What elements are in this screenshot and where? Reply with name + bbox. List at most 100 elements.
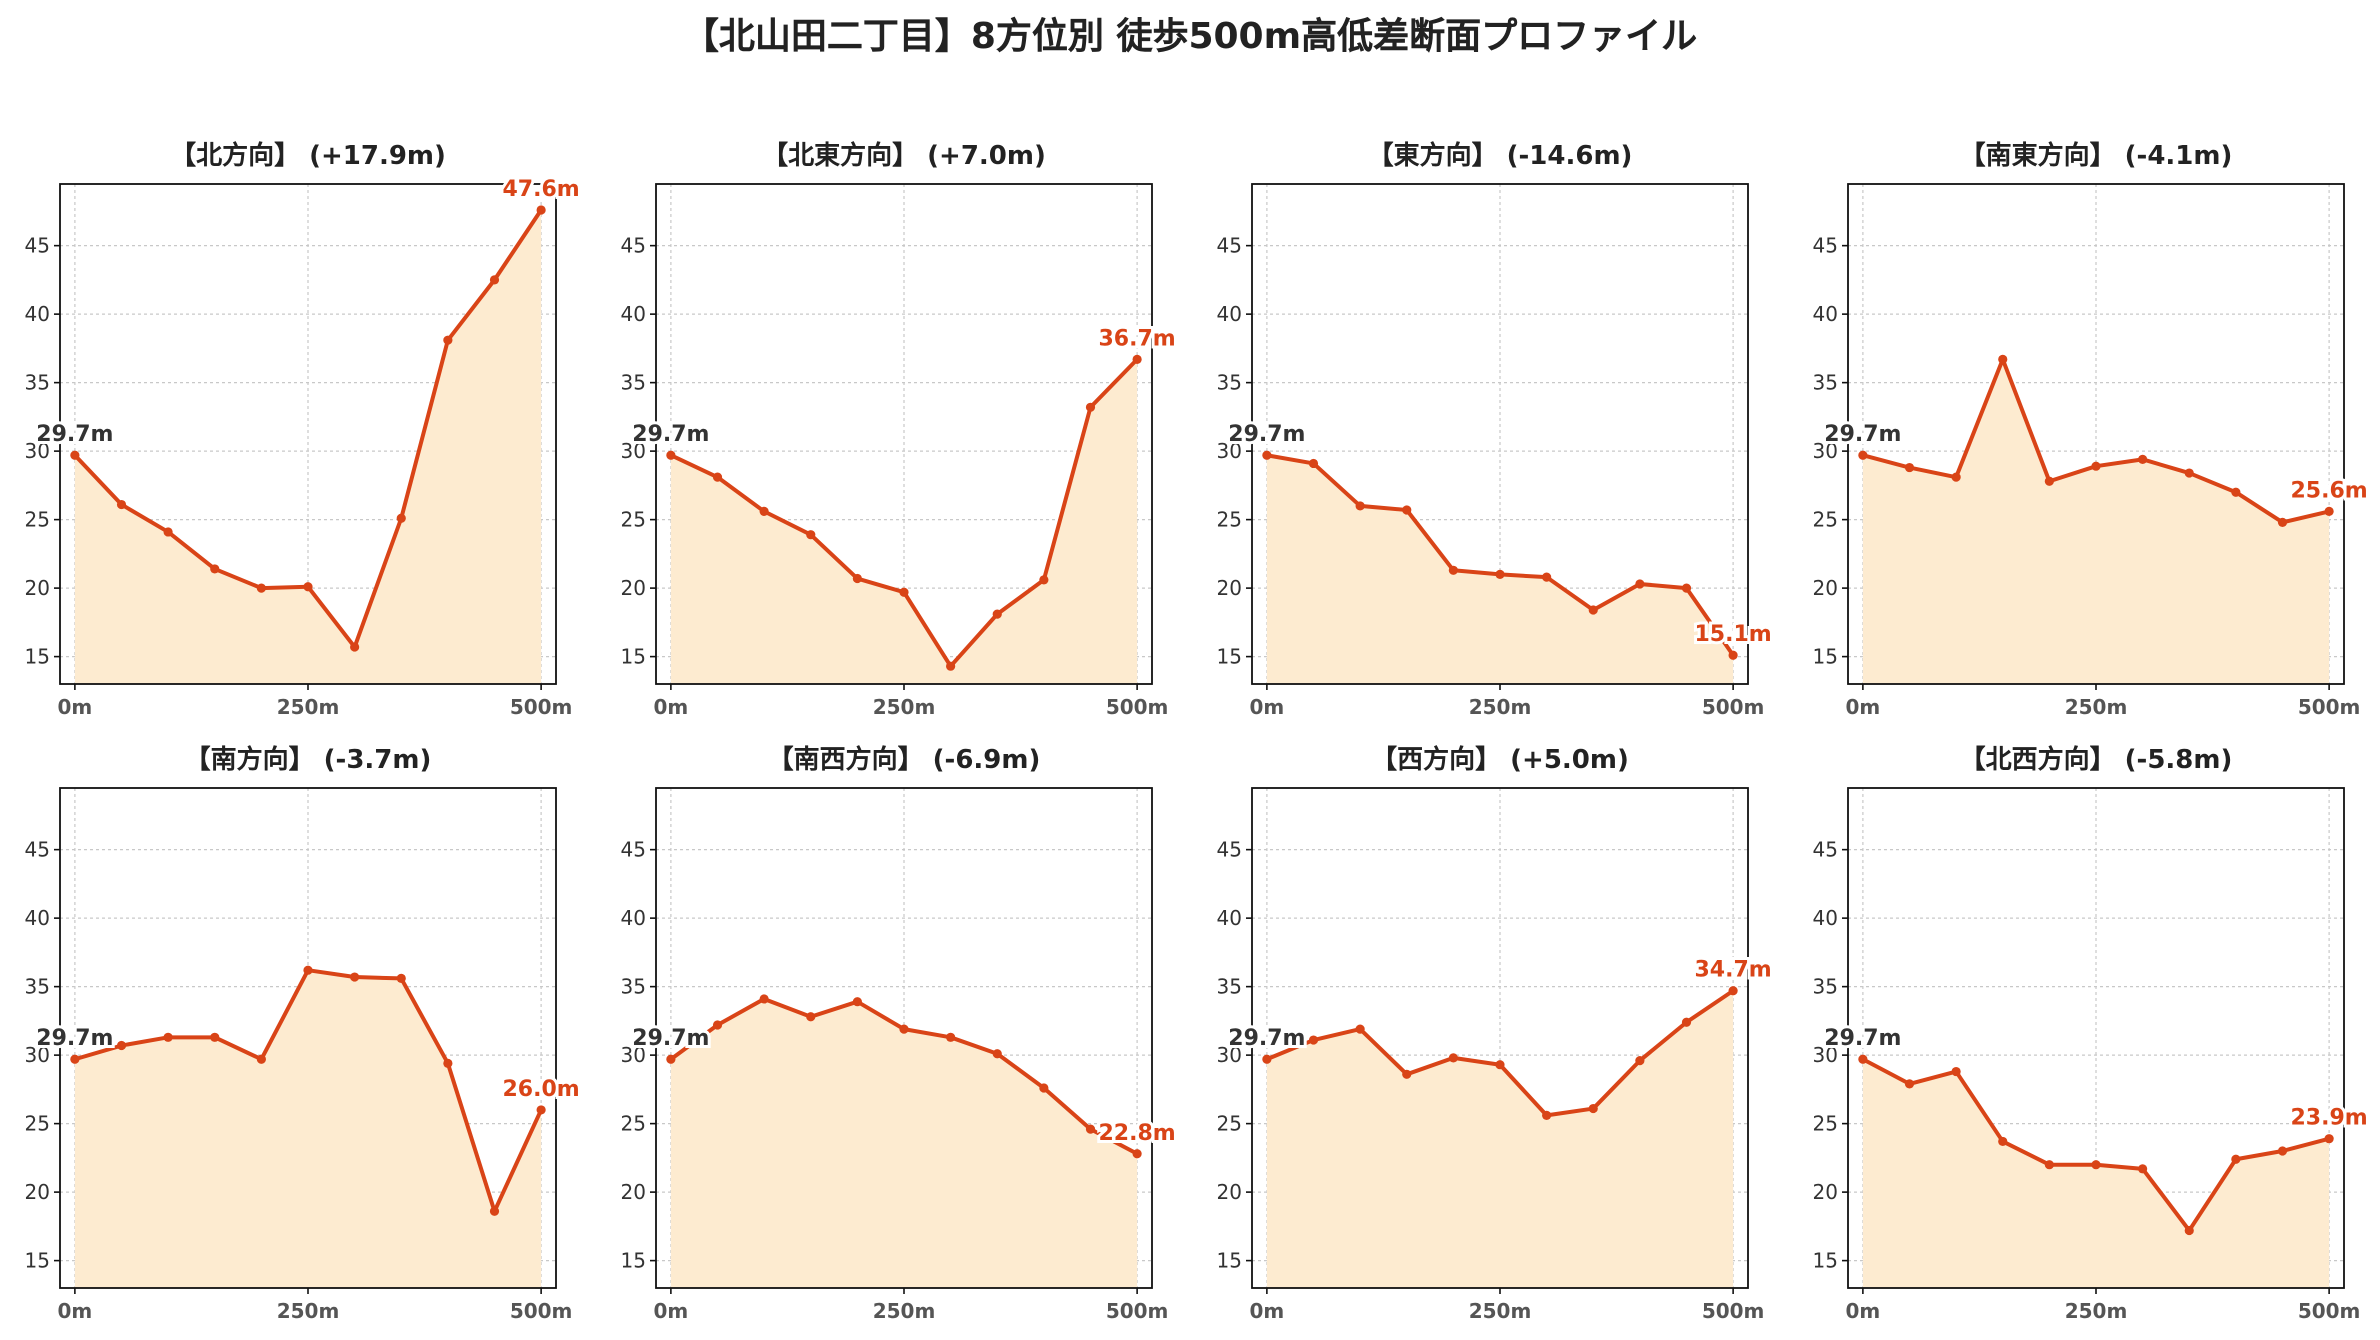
data-point [210,1032,220,1042]
x-tick-label: 250m [1469,1299,1532,1323]
data-point [2138,1164,2148,1174]
y-tick-label: 45 [1813,838,1838,862]
y-tick-label: 35 [1813,975,1838,999]
panel-title: 【西方向】 (+5.0m) [1371,744,1629,775]
data-point [1588,605,1598,615]
y-tick-label: 30 [1813,1043,1838,1067]
x-tick-label: 250m [2065,1299,2128,1323]
y-tick-label: 40 [621,302,646,326]
data-point [712,472,723,482]
y-tick-label: 40 [1217,302,1242,326]
chart-panel: 【北西方向】 (-5.8m) 15 20 25 30 35 40 45 0m 250m 500m 29… [1813,744,2371,1323]
y-tick-label: 15 [621,645,646,669]
data-point [1951,472,1961,482]
chart-panel: 【西方向】 (+5.0m) 15 20 25 30 35 40 45 0m 250m 500m 29.… [1217,744,1775,1323]
y-tick-label: 20 [1813,1180,1838,1204]
data-point [992,609,1002,619]
data-point [1132,1149,1142,1159]
x-tick-label: 500m [510,1299,573,1323]
data-point [443,335,453,345]
chart-panel: 【北東方向】 (+7.0m) 15 20 25 30 35 40 45 0m 250m 500m 29… [621,140,1179,719]
end-value-label: 36.7m [1099,326,1176,351]
data-point [2091,1160,2101,1170]
start-value-label: 29.7m [36,422,113,447]
data-point [1728,650,1738,660]
data-point [1355,501,1365,511]
data-point [256,583,266,593]
y-tick-label: 35 [25,371,50,395]
y-tick-label: 20 [1217,1180,1242,1204]
area-fill [1266,455,1734,684]
data-point [116,499,127,510]
y-tick-label: 25 [1813,1112,1838,1136]
end-value-label: 15.1m [1695,622,1772,647]
start-value-label: 29.7m [1824,422,1901,447]
area-fill [1862,1059,2330,1288]
data-point [712,1020,723,1030]
data-point [2231,487,2241,497]
x-tick-label: 500m [1106,695,1169,719]
data-point [350,972,360,982]
y-tick-label: 15 [1217,1249,1242,1273]
data-point [1262,450,1272,460]
data-point [1951,1066,1961,1077]
data-point [1495,1060,1505,1070]
y-tick-label: 25 [25,1112,50,1136]
data-point [1858,450,1868,460]
y-tick-label: 40 [25,302,50,326]
data-point [2184,468,2194,478]
area-fill [670,998,1138,1288]
data-point [1728,986,1738,996]
data-point [256,1054,266,1064]
data-point [1588,1103,1598,1114]
data-point [992,1049,1002,1059]
x-tick-label: 500m [510,695,573,719]
chart-panel: 【北方向】 (+17.9m) 15 20 25 30 35 40 45 0m 250m 500m 29… [25,140,583,719]
data-point [806,530,816,540]
x-tick-label: 250m [873,1299,936,1323]
start-value-label: 29.7m [36,1026,113,1051]
y-tick-label: 45 [621,234,646,258]
data-point [303,582,313,592]
x-tick-label: 250m [2065,695,2128,719]
y-tick-label: 35 [1813,371,1838,395]
x-tick-label: 0m [653,1299,688,1323]
y-tick-label: 25 [1813,508,1838,532]
data-point [1635,579,1645,589]
data-point [1039,575,1049,585]
x-tick-label: 0m [1249,695,1284,719]
data-point [1681,1017,1692,1027]
data-point [1681,583,1692,593]
start-value-label: 29.7m [632,422,709,447]
data-point [70,1054,80,1064]
data-point [806,1012,816,1022]
x-tick-label: 250m [277,695,340,719]
data-point [2324,506,2334,516]
data-point [759,506,769,516]
start-value-label: 29.7m [1228,422,1305,447]
panel-title: 【北東方向】 (+7.0m) [762,140,1046,171]
data-point [1402,505,1412,515]
y-tick-label: 30 [1217,1043,1242,1067]
y-tick-label: 15 [25,1249,50,1273]
data-point [1904,1079,1915,1089]
x-tick-label: 500m [1702,1299,1765,1323]
area-fill [670,359,1138,684]
chart-panel: 【南方向】 (-3.7m) 15 20 25 30 35 40 45 0m 250m 500m 29.… [25,744,583,1323]
x-tick-label: 500m [1702,695,1765,719]
x-tick-label: 250m [1469,695,1532,719]
end-value-label: 25.6m [2291,478,2368,503]
y-tick-label: 20 [25,1180,50,1204]
data-point [116,1040,127,1051]
data-point [2184,1225,2194,1236]
y-tick-label: 35 [621,371,646,395]
chart-panel: 【南東方向】 (-4.1m) 15 20 25 30 35 40 45 0m 250m 500m 29… [1813,140,2371,719]
y-tick-label: 45 [1217,234,1242,258]
data-point [303,965,313,975]
data-point [1355,1024,1365,1034]
y-tick-label: 20 [1813,576,1838,600]
y-tick-label: 20 [621,1180,646,1204]
y-tick-label: 45 [1813,234,1838,258]
